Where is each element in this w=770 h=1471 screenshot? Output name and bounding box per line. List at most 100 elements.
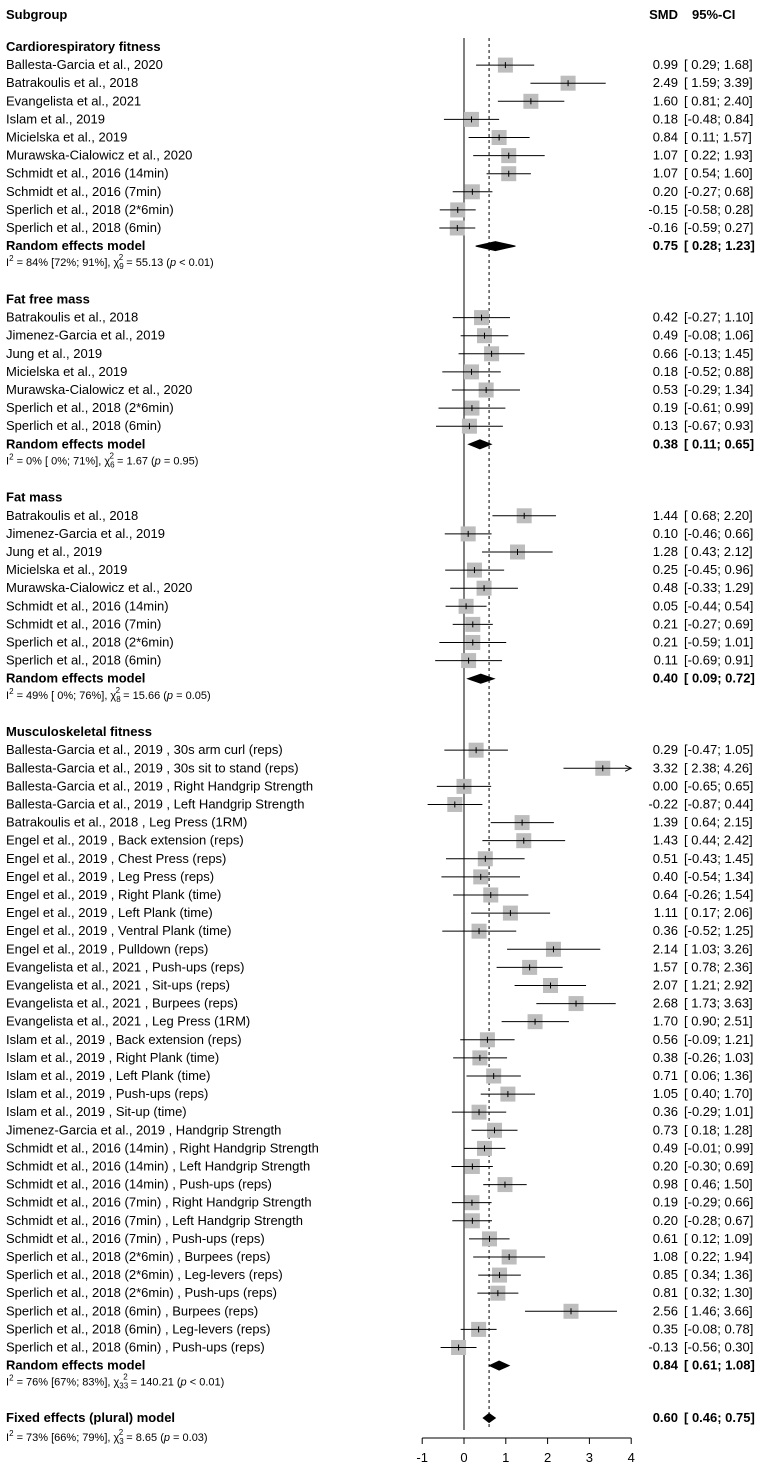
group-3-study-3-label: Jung et al., 2019: [6, 544, 102, 559]
group-1-study-7-smd: 1.07: [653, 166, 678, 181]
group-4-study-27-ci: [-0.28; 0.67]: [684, 1213, 753, 1228]
group-2-study-5-label: Murawska-Cialowicz et al., 2020: [6, 382, 192, 397]
group-4-study-12-smd: 2.14: [653, 941, 678, 956]
group-4-study-16-smd: 1.70: [653, 1014, 678, 1029]
group-4-study-32-smd: 2.56: [653, 1303, 678, 1318]
group-4-study-19-label: Islam et al., 2019 , Left Plank (time): [6, 1068, 210, 1083]
group-3-heterogeneity: I2 = 49% [ 0%; 76%], χ82 = 15.66 (p = 0.…: [6, 686, 211, 704]
group-1-study-3-label: Evangelista et al., 2021: [6, 93, 141, 108]
group-4-study-18-ci: [-0.26; 1.03]: [684, 1050, 753, 1065]
group-2-study-4-label: Micielska et al., 2019: [6, 364, 127, 379]
group-4-title: Musculoskeletal fitness: [6, 724, 152, 739]
group-4-study-10-ci: [ 0.17; 2.06]: [684, 905, 753, 920]
group-3-study-7-smd: 0.21: [653, 616, 678, 631]
group-4-study-34-label: Sperlich et al., 2018 (6min) , Push-ups …: [6, 1339, 265, 1354]
group-4-study-21-label: Islam et al., 2019 , Sit-up (time): [6, 1104, 187, 1119]
group-1-study-4-label: Islam et al., 2019: [6, 111, 105, 126]
group-3-study-5-ci: [-0.33; 1.29]: [684, 580, 753, 595]
group-4-study-27-smd: 0.20: [653, 1213, 678, 1228]
group-4-study-29-label: Sperlich et al., 2018 (2*6min) , Burpees…: [6, 1249, 270, 1264]
group-4-study-25-label: Schmidt et al., 2016 (14min) , Push-ups …: [6, 1177, 272, 1192]
group-4-study-2-label: Ballesta-Garcia et al., 2019 , 30s sit t…: [6, 760, 299, 775]
group-2-study-3-smd: 0.66: [653, 346, 678, 361]
group-1-study-8-label: Schmidt et al., 2016 (7min): [6, 184, 161, 199]
group-1-study-2-smd: 2.49: [653, 75, 678, 90]
group-2-title: Fat free mass: [6, 291, 90, 306]
overall-label: Fixed effects (plural) model: [6, 1410, 175, 1425]
group-2-heterogeneity: I2 = 0% [ 0%; 71%], χ62 = 1.67 (p = 0.95…: [6, 451, 198, 469]
group-3-study-2-ci: [-0.46; 0.66]: [684, 526, 753, 541]
group-1-study-8-smd: 0.20: [653, 184, 678, 199]
group-4-study-26-label: Schmidt et al., 2016 (7min) , Right Hand…: [6, 1195, 312, 1210]
group-1-study-1-smd: 0.99: [653, 57, 678, 72]
group-4-study-33-ci: [-0.08; 0.78]: [684, 1321, 753, 1336]
group-4-study-15-ci: [ 1.73; 3.63]: [684, 996, 753, 1011]
group-4-study-5-label: Batrakoulis et al., 2018 , Leg Press (1R…: [6, 815, 247, 830]
group-4-study-19-ci: [ 0.06; 1.36]: [684, 1068, 753, 1083]
overall-smd: 0.60: [653, 1410, 678, 1425]
group-4-study-15-label: Evangelista et al., 2021 , Burpees (reps…: [6, 996, 238, 1011]
group-2-summary-diamond: [467, 439, 493, 450]
group-1-study-9-smd: -0.15: [648, 202, 678, 217]
group-4-study-23-smd: 0.49: [653, 1140, 678, 1155]
group-4-summary-ci: [ 0.61; 1.08]: [684, 1358, 755, 1373]
group-4-study-6-ci: [ 0.44; 2.42]: [684, 833, 753, 848]
group-4-study-22-label: Jimenez-Garcia et al., 2019 , Handgrip S…: [6, 1122, 281, 1137]
group-4-study-17-ci: [-0.09; 1.21]: [684, 1032, 753, 1047]
group-1-study-1-ci: [ 0.29; 1.68]: [684, 57, 753, 72]
group-1-study-6-smd: 1.07: [653, 148, 678, 163]
group-3-study-8-label: Sperlich et al., 2018 (2*6min): [6, 634, 174, 649]
group-4-study-21-ci: [-0.29; 1.01]: [684, 1104, 753, 1119]
group-4-study-13-smd: 1.57: [653, 959, 678, 974]
group-4-study-25-ci: [ 0.46; 1.50]: [684, 1177, 753, 1192]
group-4-study-31-smd: 0.81: [653, 1285, 678, 1300]
group-4-study-10-label: Engel et al., 2019 , Left Plank (time): [6, 905, 213, 920]
group-2-study-6-smd: 0.19: [653, 400, 678, 415]
group-4-study-24-smd: 0.20: [653, 1158, 678, 1173]
group-3-study-8-smd: 0.21: [653, 634, 678, 649]
group-4-study-26-ci: [-0.29; 0.66]: [684, 1195, 753, 1210]
group-4-study-10-smd: 1.11: [654, 905, 678, 920]
group-3-summary-diamond: [466, 673, 496, 684]
group-3-study-9-ci: [-0.69; 0.91]: [684, 653, 753, 668]
group-4-study-23-ci: [-0.01; 0.99]: [684, 1140, 753, 1155]
group-1-study-9-label: Sperlich et al., 2018 (2*6min): [6, 202, 174, 217]
group-4-study-32-label: Sperlich et al., 2018 (6min) , Burpees (…: [6, 1303, 258, 1318]
header-smd: SMD: [649, 7, 678, 22]
group-4-study-34-ci: [-0.56; 0.30]: [684, 1339, 753, 1354]
group-4-study-16-label: Evangelista et al., 2021 , Leg Press (1R…: [6, 1014, 250, 1029]
group-4-study-6-smd: 1.43: [653, 833, 678, 848]
group-4-study-3-ci: [-0.65; 0.65]: [684, 778, 753, 793]
group-1-study-4-ci: [-0.48; 0.84]: [684, 111, 753, 126]
group-4-study-4-label: Ballesta-Garcia et al., 2019 , Left Hand…: [6, 796, 304, 811]
group-2-study-5-ci: [-0.29; 1.34]: [684, 382, 753, 397]
group-4-study-29-smd: 1.08: [653, 1249, 678, 1264]
group-1-study-8-ci: [-0.27; 0.68]: [684, 184, 753, 199]
group-3-study-2-label: Jimenez-Garcia et al., 2019: [6, 526, 165, 541]
overall-diamond: [482, 1412, 497, 1424]
group-3-study-7-ci: [-0.27; 0.69]: [684, 616, 753, 631]
group-4-study-9-label: Engel et al., 2019 , Right Plank (time): [6, 887, 221, 902]
group-4-study-5-smd: 1.39: [653, 815, 678, 830]
group-4-summary-smd: 0.84: [653, 1358, 679, 1373]
group-3-study-9-label: Sperlich et al., 2018 (6min): [6, 653, 161, 668]
group-4-study-16-ci: [ 0.90; 2.51]: [684, 1014, 753, 1029]
group-1-title: Cardiorespiratory fitness: [6, 39, 161, 54]
group-1-study-10-label: Sperlich et al., 2018 (6min): [6, 220, 161, 235]
group-4-summary-diamond: [488, 1360, 511, 1371]
group-4-study-14-ci: [ 1.21; 2.92]: [684, 977, 753, 992]
group-1-study-7-ci: [ 0.54; 1.60]: [684, 166, 753, 181]
group-4-study-14-smd: 2.07: [653, 977, 678, 992]
group-1-study-9-ci: [-0.58; 0.28]: [684, 202, 753, 217]
group-3-study-1-label: Batrakoulis et al., 2018: [6, 508, 138, 523]
group-4-study-17-label: Islam et al., 2019 , Back extension (rep…: [6, 1032, 242, 1047]
group-4-study-5-ci: [ 0.64; 2.15]: [684, 815, 753, 830]
group-4-study-18-label: Islam et al., 2019 , Right Plank (time): [6, 1050, 219, 1065]
group-2-study-5-smd: 0.53: [653, 382, 678, 397]
group-4-study-23-label: Schmidt et al., 2016 (14min) , Right Han…: [6, 1140, 319, 1155]
x-tick-label-2: 0: [460, 1450, 467, 1465]
overall-ci: [ 0.46; 0.75]: [684, 1410, 755, 1425]
group-2-study-6-ci: [-0.61; 0.99]: [684, 400, 753, 415]
group-1-study-2-ci: [ 1.59; 3.39]: [684, 75, 753, 90]
group-3-summary-smd: 0.40: [653, 671, 678, 686]
